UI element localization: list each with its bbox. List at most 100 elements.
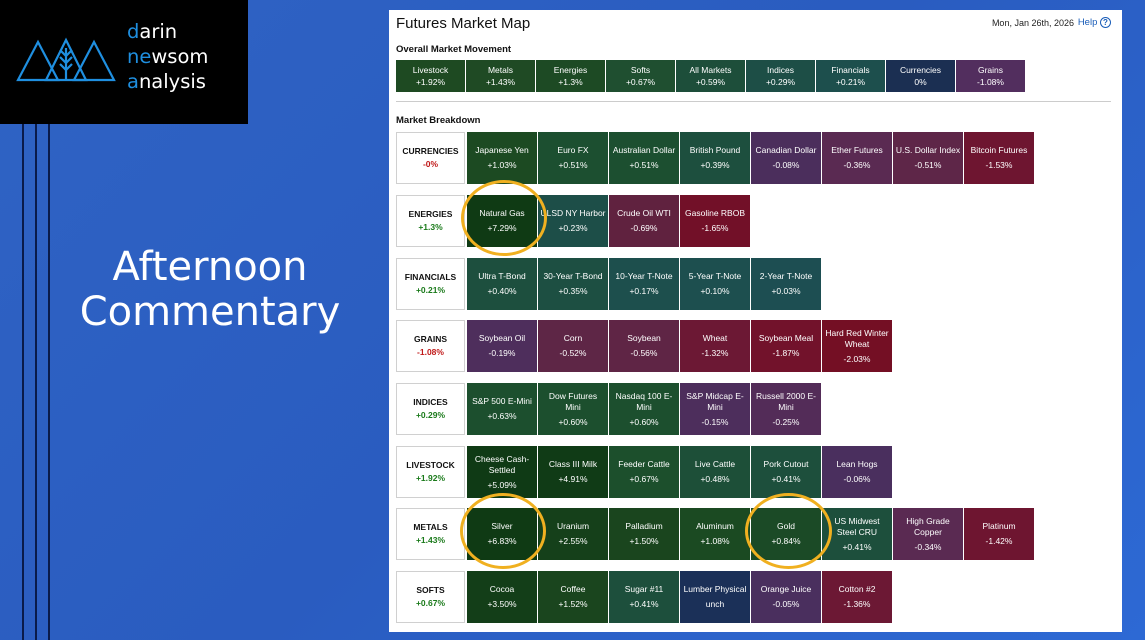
market-tile-british-pound[interactable]: British Pound +0.39% <box>680 132 750 184</box>
sector-label[interactable]: METALS +1.43% <box>396 508 465 560</box>
market-tile-class-iii-milk[interactable]: Class III Milk +4.91% <box>538 446 608 498</box>
market-tile-ultra-t-bond[interactable]: Ultra T-Bond +0.40% <box>467 258 537 310</box>
market-tile-30-year-t-bond[interactable]: 30-Year T-Bond +0.35% <box>538 258 608 310</box>
tile-change: +1.3% <box>558 77 583 87</box>
market-tile-live-cattle[interactable]: Live Cattle +0.48% <box>680 446 750 498</box>
tile-change: -1.87% <box>772 348 800 358</box>
tile-change: +2.55% <box>558 536 588 546</box>
market-tile-dow-futures-mini[interactable]: Dow Futures Mini +0.60% <box>538 383 608 435</box>
market-tile-soybean-meal[interactable]: Soybean Meal -1.87% <box>751 320 821 372</box>
tile-change: +4.91% <box>558 474 588 484</box>
help-link[interactable]: Help ? <box>1078 17 1111 28</box>
sector-row-grains: GRAINS -1.08% Soybean Oil -0.19% Corn -0.52% S… <box>396 320 893 372</box>
tile-name: Orange Juice <box>760 584 812 594</box>
tile-change: -1.32% <box>701 348 729 358</box>
market-tile-canadian-dollar[interactable]: Canadian Dollar -0.08% <box>751 132 821 184</box>
market-tile-2-year-t-note[interactable]: 2-Year T-Note +0.03% <box>751 258 821 310</box>
sector-row-indices: INDICES +0.29% S&P 500 E-Mini +0.63% Dow Fut… <box>396 383 822 435</box>
sector-label[interactable]: CURRENCIES -0% <box>396 132 465 184</box>
market-tile-high-grade-copper[interactable]: High Grade Copper -0.34% <box>893 508 963 560</box>
tile-name: Cotton #2 <box>838 584 876 594</box>
tile-name: Bitcoin Futures <box>970 145 1028 155</box>
tile-change: -0.15% <box>701 416 729 427</box>
tile-change: +5.09% <box>487 479 517 490</box>
market-tile-u-s-dollar-index[interactable]: U.S. Dollar Index -0.51% <box>893 132 963 184</box>
tile-change: -0.52% <box>559 348 587 358</box>
market-tile-nasdaq-100-e-mini[interactable]: Nasdaq 100 E-Mini +0.60% <box>609 383 679 435</box>
market-tile-ulsd-ny-harbor[interactable]: ULSD NY Harbor +0.23% <box>538 195 608 247</box>
overall-tile-financials[interactable]: Financials +0.21% <box>816 60 885 92</box>
market-tile-s-p-midcap-e-mini[interactable]: S&P Midcap E-Mini -0.15% <box>680 383 750 435</box>
market-tile-silver[interactable]: Silver +6.83% <box>467 508 537 560</box>
sector-label[interactable]: GRAINS -1.08% <box>396 320 465 372</box>
overall-tile-currencies[interactable]: Currencies 0% <box>886 60 955 92</box>
market-tile-corn[interactable]: Corn -0.52% <box>538 320 608 372</box>
market-tile-uranium[interactable]: Uranium +2.55% <box>538 508 608 560</box>
tile-name: Corn <box>563 333 583 343</box>
tile-change: +0.59% <box>695 77 726 87</box>
sector-label[interactable]: INDICES +0.29% <box>396 383 465 435</box>
market-tile-cocoa[interactable]: Cocoa +3.50% <box>467 571 537 623</box>
market-tile-crude-oil-wti[interactable]: Crude Oil WTI -0.69% <box>609 195 679 247</box>
market-tile-japanese-yen[interactable]: Japanese Yen +1.03% <box>467 132 537 184</box>
market-tile-orange-juice[interactable]: Orange Juice -0.05% <box>751 571 821 623</box>
overall-tile-metals[interactable]: Metals +1.43% <box>466 60 535 92</box>
tile-name: Currencies <box>899 65 942 75</box>
market-tile-gold[interactable]: Gold +0.84% <box>751 508 821 560</box>
overall-tile-energies[interactable]: Energies +1.3% <box>536 60 605 92</box>
tile-name: Canadian Dollar <box>755 145 817 155</box>
market-tile-pork-cutout[interactable]: Pork Cutout +0.41% <box>751 446 821 498</box>
market-tile-5-year-t-note[interactable]: 5-Year T-Note +0.10% <box>680 258 750 310</box>
decorative-line <box>22 124 24 640</box>
market-tile-ether-futures[interactable]: Ether Futures -0.36% <box>822 132 892 184</box>
overall-tile-indices[interactable]: Indices +0.29% <box>746 60 815 92</box>
market-tile-coffee[interactable]: Coffee +1.52% <box>538 571 608 623</box>
market-tile-bitcoin-futures[interactable]: Bitcoin Futures -1.53% <box>964 132 1034 184</box>
market-tile-hard-red-winter-wheat[interactable]: Hard Red Winter Wheat -2.03% <box>822 320 892 372</box>
sector-label[interactable]: FINANCIALS +0.21% <box>396 258 465 310</box>
sector-label[interactable]: SOFTS +0.67% <box>396 571 465 623</box>
sector-label[interactable]: ENERGIES +1.3% <box>396 195 465 247</box>
tile-name: British Pound <box>689 145 741 155</box>
tile-change: 0% <box>914 77 927 87</box>
overall-tile-all-markets[interactable]: All Markets +0.59% <box>676 60 745 92</box>
tile-name: Nasdaq 100 E-Mini <box>615 390 673 412</box>
market-tile-platinum[interactable]: Platinum -1.42% <box>964 508 1034 560</box>
market-tile-palladium[interactable]: Palladium +1.50% <box>609 508 679 560</box>
market-tile-lumber-physical[interactable]: Lumber Physical unch <box>680 571 750 623</box>
market-tile-feeder-cattle[interactable]: Feeder Cattle +0.67% <box>609 446 679 498</box>
overall-tile-grains[interactable]: Grains -1.08% <box>956 60 1025 92</box>
tile-name: Hard Red Winter Wheat <box>825 327 889 349</box>
market-tile-gasoline-rbob[interactable]: Gasoline RBOB -1.65% <box>680 195 750 247</box>
market-tile-lean-hogs[interactable]: Lean Hogs -0.06% <box>822 446 892 498</box>
overall-tile-softs[interactable]: Softs +0.67% <box>606 60 675 92</box>
sector-label[interactable]: LIVESTOCK +1.92% <box>396 446 465 498</box>
tile-change: +0.67% <box>625 77 656 87</box>
market-tile-sugar-11[interactable]: Sugar #11 +0.41% <box>609 571 679 623</box>
market-tile-s-p-500-e-mini[interactable]: S&P 500 E-Mini +0.63% <box>467 383 537 435</box>
sector-name: ENERGIES <box>408 209 453 219</box>
tile-change: -1.08% <box>977 77 1004 87</box>
market-tile-natural-gas[interactable]: Natural Gas +7.29% <box>467 195 537 247</box>
market-tile-australian-dollar[interactable]: Australian Dollar +0.51% <box>609 132 679 184</box>
market-tile-soybean[interactable]: Soybean -0.56% <box>609 320 679 372</box>
market-tile-10-year-t-note[interactable]: 10-Year T-Note +0.17% <box>609 258 679 310</box>
tile-change: +1.08% <box>700 536 730 546</box>
tile-change: +0.21% <box>835 77 866 87</box>
market-tile-us-midwest-steel-cru[interactable]: US Midwest Steel CRU +0.41% <box>822 508 892 560</box>
sector-row-currencies: CURRENCIES -0% Japanese Yen +1.03% Euro FX +0… <box>396 132 1035 184</box>
tile-change: +0.29% <box>765 77 796 87</box>
market-tile-russell-2000-e-mini[interactable]: Russell 2000 E-Mini -0.25% <box>751 383 821 435</box>
market-tile-cheese-cash-settled[interactable]: Cheese Cash-Settled +5.09% <box>467 446 537 498</box>
tile-change: -2.03% <box>843 353 871 364</box>
market-tile-euro-fx[interactable]: Euro FX +0.51% <box>538 132 608 184</box>
market-tile-wheat[interactable]: Wheat -1.32% <box>680 320 750 372</box>
tile-change: -1.65% <box>701 223 729 233</box>
tile-change: +6.83% <box>487 536 517 546</box>
market-tile-cotton-2[interactable]: Cotton #2 -1.36% <box>822 571 892 623</box>
market-tile-soybean-oil[interactable]: Soybean Oil -0.19% <box>467 320 537 372</box>
overall-tile-livestock[interactable]: Livestock +1.92% <box>396 60 465 92</box>
tile-name: Russell 2000 E-Mini <box>755 390 816 412</box>
tile-change: +0.40% <box>487 286 517 296</box>
market-tile-aluminum[interactable]: Aluminum +1.08% <box>680 508 750 560</box>
